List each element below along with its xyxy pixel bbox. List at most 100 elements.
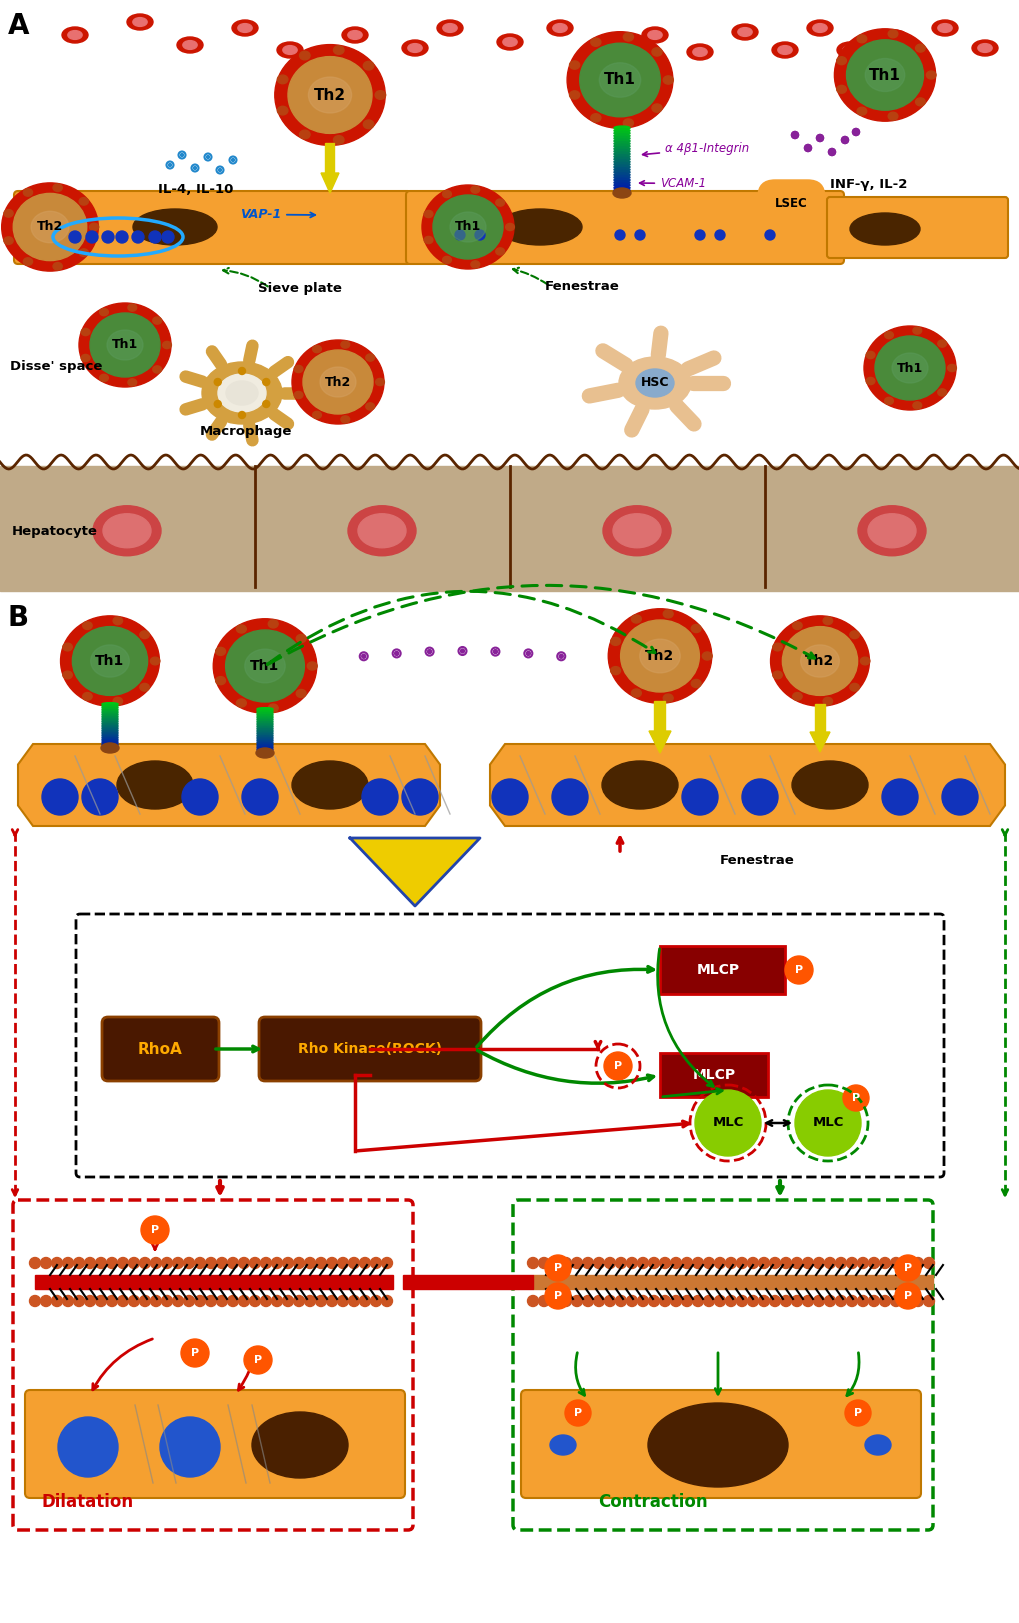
Circle shape <box>747 1258 758 1269</box>
Ellipse shape <box>401 41 428 57</box>
Circle shape <box>370 1295 381 1307</box>
Circle shape <box>293 1258 305 1269</box>
Ellipse shape <box>257 735 273 738</box>
Circle shape <box>260 1258 271 1269</box>
Ellipse shape <box>257 742 273 743</box>
Circle shape <box>394 651 398 656</box>
Circle shape <box>195 1258 205 1269</box>
Ellipse shape <box>613 180 630 185</box>
Ellipse shape <box>102 727 118 730</box>
Circle shape <box>42 779 77 815</box>
Circle shape <box>362 779 397 815</box>
Ellipse shape <box>792 622 801 630</box>
Circle shape <box>315 1258 326 1269</box>
Ellipse shape <box>613 188 630 193</box>
Circle shape <box>183 1258 195 1269</box>
Ellipse shape <box>613 140 630 143</box>
Circle shape <box>857 1295 867 1307</box>
Circle shape <box>703 1295 713 1307</box>
Circle shape <box>857 1258 867 1269</box>
Bar <box>659 946 785 993</box>
Ellipse shape <box>433 195 502 260</box>
Ellipse shape <box>881 29 907 45</box>
Circle shape <box>181 779 218 815</box>
Ellipse shape <box>505 224 514 230</box>
Circle shape <box>626 1295 637 1307</box>
Circle shape <box>551 779 587 815</box>
Text: Th2: Th2 <box>645 649 674 664</box>
Ellipse shape <box>63 643 72 651</box>
Ellipse shape <box>836 86 846 93</box>
Circle shape <box>713 1258 725 1269</box>
Circle shape <box>659 1258 669 1269</box>
Ellipse shape <box>607 609 711 703</box>
Ellipse shape <box>912 326 921 334</box>
Circle shape <box>206 156 209 159</box>
Circle shape <box>842 1086 868 1112</box>
Circle shape <box>183 1295 195 1307</box>
Ellipse shape <box>592 45 606 55</box>
Circle shape <box>626 1258 637 1269</box>
Ellipse shape <box>834 29 934 122</box>
Ellipse shape <box>777 45 792 55</box>
Ellipse shape <box>579 44 659 117</box>
Circle shape <box>669 1295 681 1307</box>
Ellipse shape <box>312 411 321 419</box>
Circle shape <box>218 169 221 172</box>
Ellipse shape <box>293 391 303 399</box>
Ellipse shape <box>215 648 225 656</box>
Ellipse shape <box>857 506 925 555</box>
Ellipse shape <box>590 114 600 122</box>
Text: IL-4, IL-10: IL-4, IL-10 <box>158 183 233 196</box>
Circle shape <box>682 779 717 815</box>
Bar <box>0 466 1019 591</box>
Ellipse shape <box>651 47 661 57</box>
Ellipse shape <box>867 514 915 547</box>
Circle shape <box>725 1258 736 1269</box>
Text: Th2: Th2 <box>325 375 351 388</box>
Ellipse shape <box>613 153 630 156</box>
Ellipse shape <box>849 683 858 691</box>
Circle shape <box>890 1258 901 1269</box>
Ellipse shape <box>613 170 630 174</box>
Ellipse shape <box>268 704 278 712</box>
Ellipse shape <box>257 737 273 740</box>
Text: MLC: MLC <box>711 1117 743 1130</box>
Ellipse shape <box>113 617 122 625</box>
Circle shape <box>603 1052 632 1079</box>
Circle shape <box>791 1295 802 1307</box>
Circle shape <box>841 136 848 143</box>
Ellipse shape <box>53 183 62 192</box>
FancyBboxPatch shape <box>259 1018 481 1081</box>
Circle shape <box>571 1258 582 1269</box>
Polygon shape <box>809 732 829 751</box>
Circle shape <box>227 1258 238 1269</box>
Text: Th1: Th1 <box>250 659 279 674</box>
Ellipse shape <box>613 159 630 164</box>
Text: Th1: Th1 <box>96 654 124 669</box>
Circle shape <box>890 1295 901 1307</box>
Circle shape <box>214 401 221 407</box>
Circle shape <box>894 1255 920 1281</box>
Text: Fenestrae: Fenestrae <box>544 281 620 294</box>
Circle shape <box>305 1258 315 1269</box>
Ellipse shape <box>613 187 630 190</box>
Ellipse shape <box>849 213 919 245</box>
Circle shape <box>62 1295 73 1307</box>
Ellipse shape <box>257 711 273 714</box>
Circle shape <box>62 1258 73 1269</box>
Ellipse shape <box>449 213 485 242</box>
Circle shape <box>69 230 81 243</box>
Ellipse shape <box>308 76 352 114</box>
Circle shape <box>51 1295 62 1307</box>
Ellipse shape <box>702 652 711 661</box>
Ellipse shape <box>613 179 630 182</box>
Ellipse shape <box>936 339 946 347</box>
Circle shape <box>86 230 98 243</box>
Ellipse shape <box>102 745 118 748</box>
Circle shape <box>835 1258 846 1269</box>
Polygon shape <box>648 730 671 753</box>
Ellipse shape <box>23 258 33 265</box>
Ellipse shape <box>495 200 504 206</box>
Circle shape <box>827 148 835 156</box>
